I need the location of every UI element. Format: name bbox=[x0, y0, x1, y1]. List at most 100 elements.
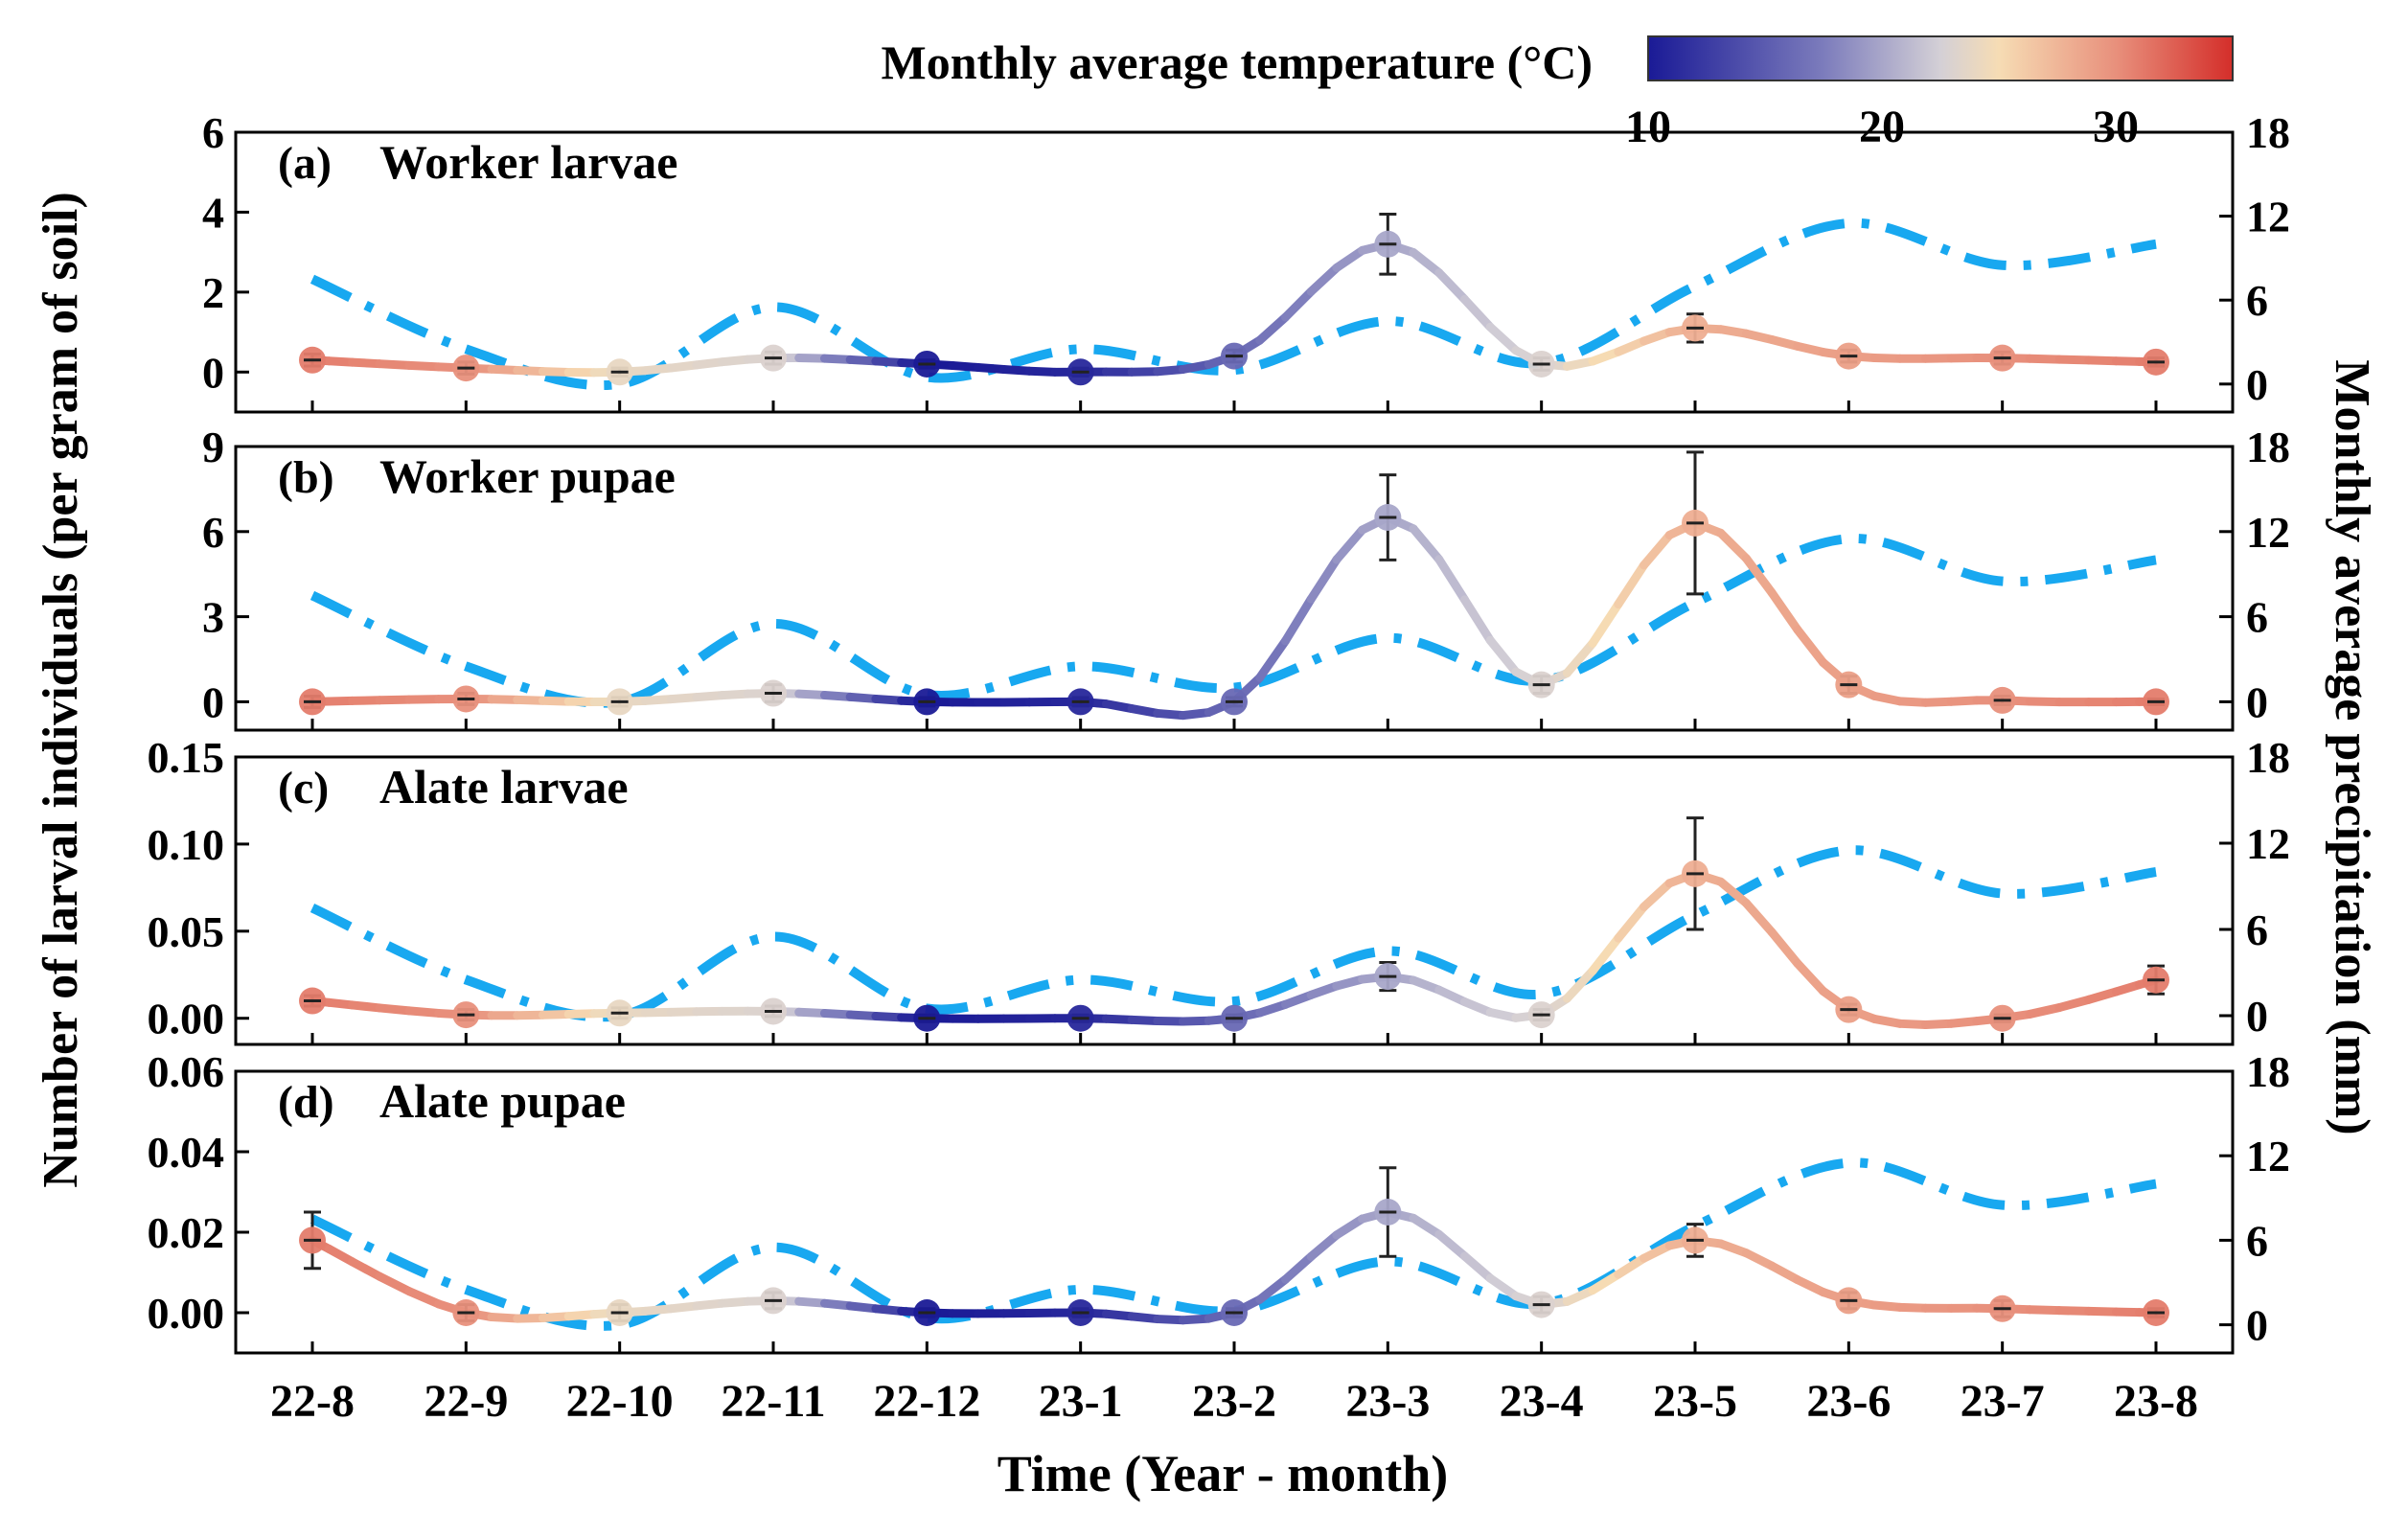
left-y-tick-label: 0 bbox=[202, 677, 224, 726]
x-tick-label: 23-6 bbox=[1806, 1376, 1891, 1427]
abundance-line-segment bbox=[1640, 879, 1674, 911]
abundance-line-segment bbox=[1640, 530, 1674, 570]
abundance-line-segment bbox=[2025, 697, 2064, 707]
left-y-tick-label: 0 bbox=[202, 348, 224, 397]
left-y-tick-label: 0.06 bbox=[148, 1047, 225, 1096]
x-tick-label: 23-8 bbox=[2114, 1376, 2198, 1427]
precipitation-line bbox=[310, 534, 2157, 708]
right-y-tick-label: 12 bbox=[2246, 819, 2290, 868]
abundance-line-segment bbox=[1332, 525, 1367, 564]
abundance-line-segment bbox=[2054, 1306, 2094, 1316]
abundance-line-segment bbox=[1562, 966, 1597, 1003]
abundance-line-segment bbox=[1741, 329, 1777, 345]
abundance-line-segment bbox=[1409, 524, 1444, 564]
abundance-line-segment bbox=[375, 695, 414, 705]
right-y-tick-label: 0 bbox=[2246, 992, 2268, 1041]
abundance-line-segment bbox=[1716, 325, 1751, 338]
abundance-line-segment bbox=[1434, 985, 1469, 1007]
abundance-line-segment bbox=[1614, 561, 1649, 609]
panel-title: Worker larvae bbox=[379, 135, 678, 189]
precipitation-line bbox=[310, 845, 2157, 1022]
abundance-line-segment bbox=[1332, 974, 1367, 991]
abundance-line-segment bbox=[1409, 1213, 1444, 1239]
abundance-line-segment bbox=[1255, 1274, 1290, 1304]
left-y-tick-label: 0.00 bbox=[148, 1289, 225, 1338]
abundance-line-segment bbox=[1280, 286, 1316, 322]
abundance-line-segment bbox=[2054, 995, 2094, 1013]
abundance-line-segment bbox=[1562, 356, 1597, 371]
abundance-line-segment bbox=[1716, 528, 1751, 563]
right-y-tick-label: 18 bbox=[2246, 108, 2290, 157]
abundance-line-segment bbox=[404, 1006, 444, 1018]
abundance-line-segment bbox=[1869, 691, 1905, 706]
left-y-tick-label: 9 bbox=[202, 423, 224, 471]
abundance-line-segment bbox=[1306, 1230, 1342, 1261]
abundance-line-segment bbox=[1588, 600, 1623, 648]
x-tick-label: 22-10 bbox=[566, 1376, 674, 1427]
abundance-line-segment bbox=[1588, 1270, 1623, 1295]
abundance-line-segment bbox=[404, 360, 444, 372]
abundance-line-segment bbox=[1741, 1249, 1777, 1271]
abundance-line-segment bbox=[1588, 347, 1623, 366]
abundance-line-segment bbox=[2084, 355, 2121, 366]
panel-b: 0 3 6 9 0 6 12 18 (b) Worker pupae bbox=[202, 423, 2290, 732]
abundance-line-segment bbox=[348, 357, 384, 369]
abundance-line-segment bbox=[2054, 355, 2094, 365]
x-tick-label: 23-4 bbox=[1500, 1376, 1584, 1427]
abundance-line-segment bbox=[348, 1257, 384, 1281]
abundance-line-segment bbox=[1869, 1014, 1905, 1028]
panel-d: 0.00 0.02 0.04 0.06 0 6 12 18 (d) Alate pupae bbox=[148, 1047, 2290, 1355]
abundance-line-segment bbox=[1255, 312, 1290, 345]
x-tick-label: 23-1 bbox=[1039, 1376, 1123, 1427]
abundance-line-segment bbox=[1127, 704, 1162, 718]
right-y-tick-label: 6 bbox=[2246, 1216, 2268, 1265]
colorbar-tick-label: 30 bbox=[2093, 102, 2139, 152]
abundance-line-segment bbox=[404, 1287, 444, 1309]
right-y-tick-label: 12 bbox=[2246, 1132, 2290, 1180]
colorbar-title: Monthly average temperature (°C) bbox=[882, 35, 1593, 89]
right-y-tick-label: 0 bbox=[2246, 1301, 2268, 1350]
left-y-tick-label: 0.02 bbox=[148, 1208, 225, 1257]
left-y-tick-label: 0.00 bbox=[148, 995, 225, 1043]
x-tick-label: 22-9 bbox=[424, 1376, 508, 1427]
abundance-line-segment bbox=[1640, 1241, 1674, 1263]
abundance-line-segment bbox=[1460, 1251, 1495, 1283]
abundance-line-segment bbox=[2025, 1003, 2064, 1019]
abundance-line-segment bbox=[1179, 359, 1213, 375]
abundance-line-segment bbox=[1485, 635, 1521, 676]
x-tick-label: 23-7 bbox=[1961, 1376, 2045, 1427]
abundance-line-segment bbox=[2084, 1306, 2121, 1317]
right-y-tick-label: 6 bbox=[2246, 905, 2268, 954]
x-tick-labels: 22-8 22-9 22-10 22-11 22-12 23-1 23-2 23-3 23-4 2… bbox=[270, 1376, 2198, 1427]
abundance-line-segment bbox=[1306, 263, 1342, 296]
left-y-tick-label: 6 bbox=[202, 508, 224, 557]
colorbar-gradient bbox=[1647, 35, 2234, 81]
abundance-line-segment bbox=[1793, 341, 1828, 357]
abundance-line-segment bbox=[1434, 1229, 1469, 1261]
abundance-line-segment bbox=[348, 1000, 384, 1013]
x-tick-label: 23-3 bbox=[1345, 1376, 1430, 1427]
panel-label: (c) bbox=[278, 763, 329, 813]
abundance-line-segment bbox=[1485, 1273, 1521, 1301]
abundance-line-segment bbox=[1588, 933, 1623, 975]
x-tick-label: 22-12 bbox=[873, 1376, 980, 1427]
colorbar-tick-label: 20 bbox=[1859, 102, 1905, 152]
right-y-tick-label: 6 bbox=[2246, 593, 2268, 642]
x-tick-label: 23-5 bbox=[1653, 1376, 1737, 1427]
panel-title: Worker pupae bbox=[379, 449, 676, 503]
panel-c: 0.00 0.05 0.10 0.15 0 6 12 18 (c) Alate larvae bbox=[148, 733, 2290, 1046]
abundance-line-segment bbox=[2025, 354, 2064, 364]
right-y-tick-label: 0 bbox=[2246, 360, 2268, 409]
x-axis-label: Time (Year - month) bbox=[998, 1445, 1448, 1502]
abundance-line-segment bbox=[1460, 595, 1495, 645]
abundance-line-segment bbox=[1614, 1253, 1649, 1279]
right-y-axis-label: Monthly average precipitation (mm) bbox=[2325, 359, 2379, 1134]
right-y-tick-label: 6 bbox=[2246, 276, 2268, 325]
panels: 0 2 4 6 0 6 12 18 (a) Worker larvae 0 3 6 9 0 6 12 18 (b) W… bbox=[148, 108, 2291, 1427]
panel-label: (a) bbox=[278, 138, 332, 189]
right-y-tick-label: 12 bbox=[2246, 193, 2290, 241]
abundance-line-segment bbox=[1640, 328, 1674, 346]
abundance-line-segment bbox=[1614, 336, 1649, 356]
left-y-tick-label: 0.15 bbox=[148, 733, 225, 782]
